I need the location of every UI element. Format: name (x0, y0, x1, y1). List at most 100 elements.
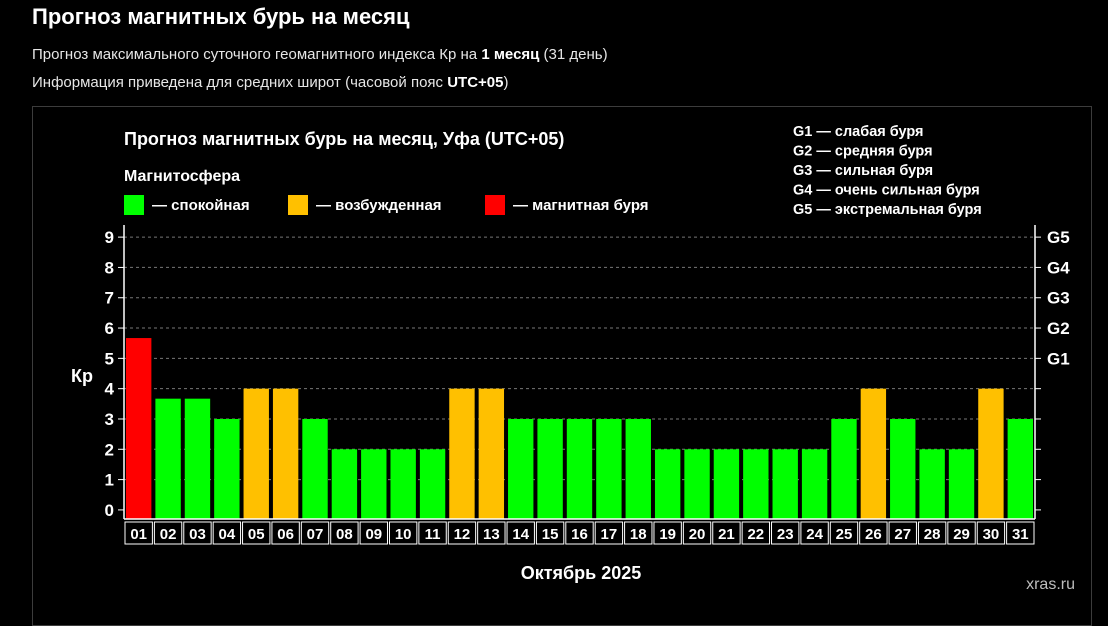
description-period: 1 месяц (481, 46, 540, 63)
bar-day-25 (831, 418, 857, 519)
x-tick-label: 26 (865, 526, 882, 543)
legend-label: — магнитная буря (513, 197, 649, 214)
legend-label: — возбужденная (316, 197, 442, 214)
bar-day-23 (772, 449, 798, 519)
watermark: xras.ru (1026, 576, 1075, 593)
x-tick-box (1006, 521, 1035, 545)
x-tick-label: 23 (777, 526, 794, 543)
x-tick-box (124, 521, 153, 545)
legend-item: — спокойная (124, 195, 250, 215)
x-tick-label: 06 (277, 526, 294, 543)
x-tick-box (888, 521, 917, 545)
x-tick-box (477, 521, 506, 545)
legend-item: — возбужденная (288, 195, 442, 215)
legend-swatch (288, 195, 308, 215)
timezone-info: Информация приведена для средних широт (… (32, 74, 508, 91)
bar-day-05 (243, 388, 269, 519)
x-axis-label: Октябрь 2025 (521, 563, 642, 583)
x-tick-label: 18 (630, 526, 647, 543)
bar-day-20 (684, 449, 710, 519)
legend-swatch (485, 195, 505, 215)
bar-day-21 (713, 449, 740, 519)
x-tick-box (653, 521, 682, 545)
x-tick-label: 22 (747, 526, 764, 543)
x-tick-label: 07 (307, 526, 324, 543)
x-tick-box (212, 521, 242, 545)
x-tick-label: 28 (924, 526, 941, 543)
x-tick-label: 27 (894, 526, 911, 543)
bars (126, 338, 1033, 519)
x-tick-box (800, 521, 829, 545)
x-tick-box (947, 521, 976, 545)
x-tick-label: 16 (571, 526, 588, 543)
x-tick-label: 11 (425, 526, 441, 543)
x-tick-label: 12 (454, 526, 471, 543)
x-tick-label: 29 (953, 526, 970, 543)
x-tick-label: 04 (219, 526, 236, 543)
x-tick-label: 24 (806, 526, 823, 543)
y-tick-label: 7 (105, 289, 114, 308)
bar-day-11 (419, 449, 446, 519)
bar-day-09 (361, 449, 387, 519)
x-tick-box (418, 521, 447, 545)
x-tick-box (741, 521, 771, 545)
y-tick-label: 3 (105, 410, 114, 429)
x-tick-label: 01 (130, 526, 147, 543)
g-legend-item: G2 — средняя буря (793, 144, 933, 160)
bar-day-18 (625, 418, 651, 519)
bar-day-27 (890, 418, 916, 519)
right-axis-label: G4 (1047, 258, 1070, 277)
g-legend-item: G4 — очень сильная буря (793, 183, 980, 199)
x-tick-box (976, 521, 1006, 545)
x-tick-label: 13 (483, 526, 500, 543)
x-tick-box (271, 521, 300, 545)
g-legend-item: G3 — сильная буря (793, 163, 933, 179)
bar-day-06 (272, 388, 299, 519)
timezone-text: Информация приведена для средних широт (… (32, 74, 448, 91)
x-tick-box (183, 521, 212, 545)
bar-day-29 (948, 449, 975, 519)
x-tick-box (565, 521, 594, 545)
description-days: (31 день) (539, 46, 608, 63)
y-tick-label: 6 (105, 319, 114, 338)
bar-day-26 (860, 388, 887, 519)
x-tick-box (829, 521, 859, 545)
x-tick-label: 19 (659, 526, 676, 543)
x-tick-box (594, 521, 624, 545)
bar-day-14 (508, 418, 534, 519)
forecast-description: Прогноз максимального суточного геомагни… (32, 46, 608, 63)
y-tick-label: 8 (105, 258, 114, 277)
x-tick-label: 03 (189, 526, 206, 543)
bar-day-28 (919, 449, 945, 519)
bar-day-15 (537, 418, 563, 519)
page-title: Прогноз магнитных бурь на месяц (32, 4, 410, 29)
x-tick-box (624, 521, 653, 545)
right-axis-label: G2 (1047, 319, 1070, 338)
x-tick-label: 10 (395, 526, 412, 543)
bar-day-19 (654, 449, 681, 519)
g-legend-item: G1 — слабая буря (793, 124, 924, 140)
x-tick-box (330, 521, 359, 545)
x-tick-label: 08 (336, 526, 353, 543)
x-tick-box (859, 521, 888, 545)
bar-day-31 (1007, 418, 1033, 519)
right-axis-label: G5 (1047, 228, 1070, 247)
right-axis-label: G3 (1047, 289, 1070, 308)
x-tick-box (771, 521, 800, 545)
right-axis-label: G1 (1047, 349, 1070, 368)
bar-day-03 (184, 398, 211, 519)
bar-day-13 (478, 388, 505, 519)
y-tick-label: 1 (105, 471, 114, 490)
x-tick-label: 09 (365, 526, 382, 543)
kp-chart: Прогноз магнитных бурь на месяц, Уфа (UT… (71, 124, 1075, 593)
bar-day-04 (214, 418, 240, 519)
chart-title: Прогноз магнитных бурь на месяц, Уфа (UT… (124, 129, 564, 149)
x-tick-label: 25 (836, 526, 853, 543)
x-tick-label: 21 (718, 526, 735, 543)
y-tick-label: 0 (105, 501, 114, 520)
bar-day-08 (331, 449, 358, 519)
bar-day-12 (449, 388, 475, 519)
x-tick-box (447, 521, 477, 545)
legend-swatch (124, 195, 144, 215)
